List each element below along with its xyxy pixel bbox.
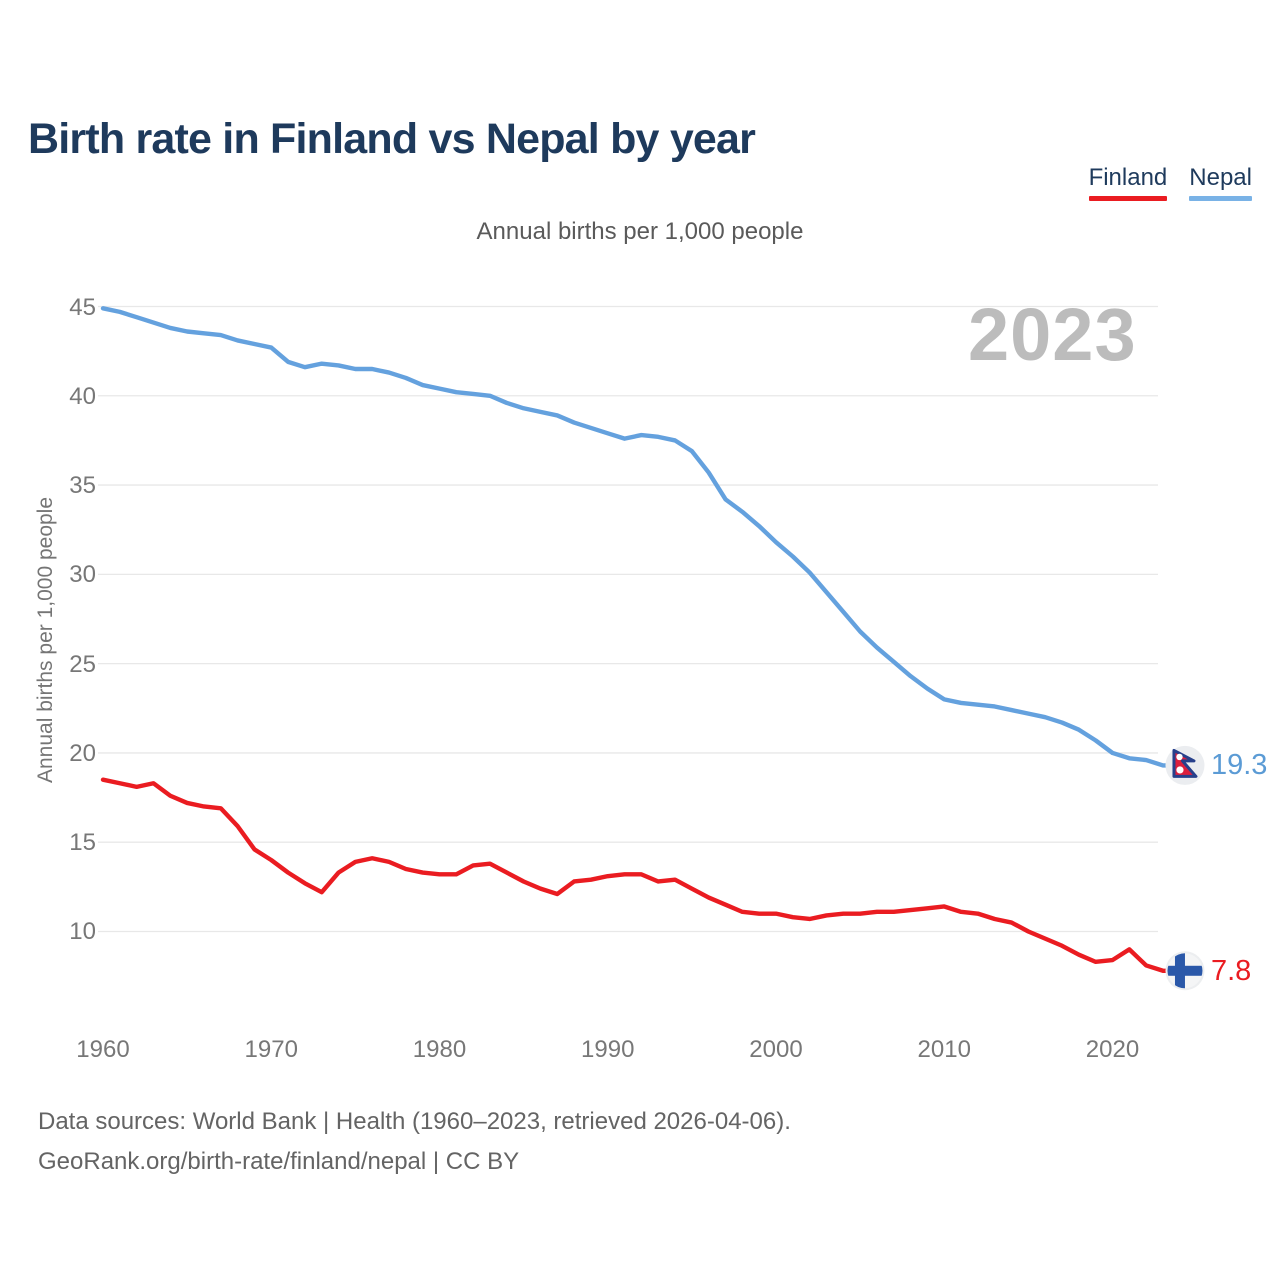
- legend-label-nepal: Nepal: [1189, 164, 1252, 191]
- nepal-flag-icon: [1165, 745, 1205, 785]
- x-tick-label: 2010: [917, 1036, 971, 1063]
- finland-line[interactable]: [100, 777, 1175, 973]
- x-tick-label: 1990: [581, 1036, 635, 1063]
- legend-item-nepal[interactable]: Nepal: [1189, 164, 1252, 201]
- x-tick-label: 1970: [244, 1036, 298, 1063]
- finland-end-value: 7.8: [1210, 954, 1252, 987]
- legend-item-finland[interactable]: Finland: [1088, 164, 1168, 201]
- footer: Data sources: World Bank | Health (1960–…: [38, 1102, 791, 1182]
- y-tick-label: 20: [69, 739, 96, 767]
- y-tick-label: 45: [69, 293, 96, 321]
- x-tick-label: 1960: [76, 1036, 130, 1063]
- legend-underline-finland: [1088, 196, 1168, 201]
- finland-flag-icon: [1165, 951, 1205, 991]
- x-tick-label: 2020: [1085, 1036, 1140, 1063]
- y-tick-label: 30: [69, 561, 96, 589]
- x-tick-label: 1980: [412, 1036, 467, 1063]
- x-tick-label: 2000: [749, 1036, 803, 1063]
- gridlines: [98, 305, 1158, 933]
- y-tick-label: 35: [69, 472, 96, 500]
- legend: Finland Nepal: [1088, 164, 1252, 201]
- legend-label-finland: Finland: [1088, 164, 1168, 191]
- nepal-line[interactable]: [100, 306, 1175, 768]
- footer-link: GeoRank.org/birth-rate/finland/nepal | C…: [38, 1148, 520, 1175]
- legend-underline-nepal: [1189, 196, 1252, 201]
- footer-sources: Data sources: World Bank | Health (1960–…: [38, 1108, 791, 1135]
- y-tick-label: 40: [69, 382, 96, 410]
- chart-subtitle: Annual births per 1,000 people: [476, 218, 804, 245]
- y-tick-label: 10: [69, 918, 96, 946]
- page-title: Birth rate in Finland vs Nepal by year: [28, 114, 756, 163]
- y-tick-label: 15: [69, 829, 96, 857]
- nepal-end-value: 19.3: [1210, 749, 1268, 782]
- y-tick-label: 25: [69, 650, 96, 678]
